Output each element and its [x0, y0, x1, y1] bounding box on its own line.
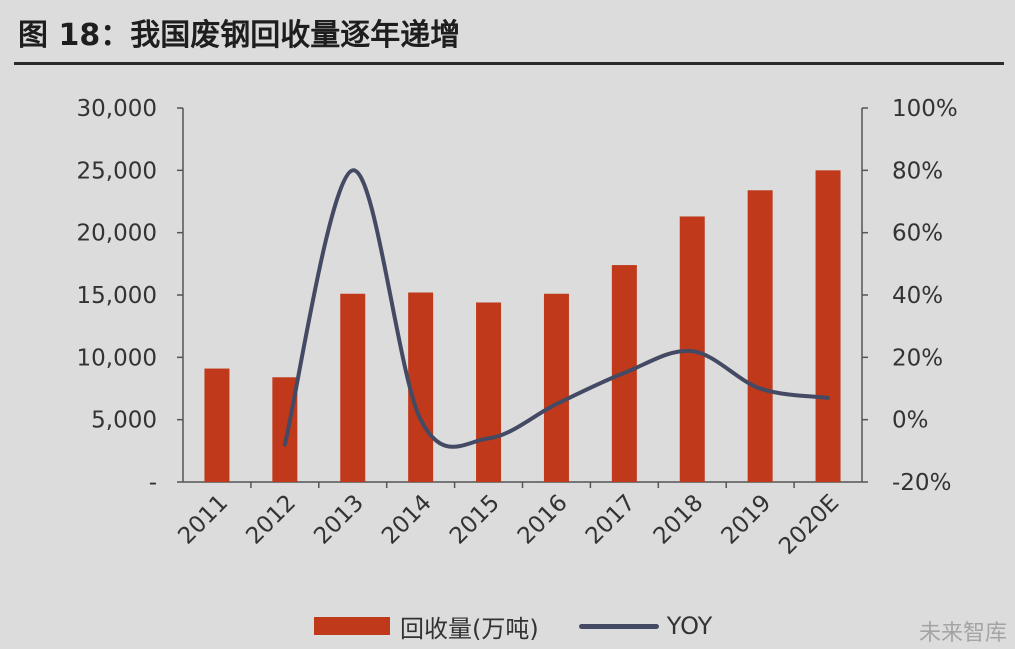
yoy-line	[282, 168, 831, 449]
x-tick-label: 2019	[717, 490, 777, 550]
bar	[815, 170, 841, 483]
x-tick-label: 2014	[377, 490, 437, 550]
y-left-tick-label: 5,000	[91, 408, 157, 434]
bar	[340, 293, 366, 482]
y-left-tick-label: 10,000	[77, 345, 157, 371]
x-tick-label: 2020E	[774, 490, 844, 560]
legend-swatch-line	[578, 623, 659, 629]
bar	[543, 293, 569, 482]
x-tick-label: 2015	[445, 490, 505, 550]
y-left-tick-label: 20,000	[77, 221, 157, 247]
chart-legend: 回收量(万吨) YOY	[314, 606, 712, 646]
legend-swatch-bar	[314, 617, 390, 635]
y-right-tick-label: 20%	[892, 345, 943, 371]
title-divider	[14, 62, 1004, 65]
y-right-tick-label: 40%	[892, 283, 943, 309]
y-right-tick-label: 80%	[892, 158, 943, 184]
y-left-tick-label: -	[149, 470, 157, 496]
y-left-tick-label: 30,000	[77, 96, 157, 122]
y-right-tick-label: 60%	[892, 221, 943, 247]
x-tick-label: 2012	[241, 490, 301, 550]
x-tick-label: 2011	[173, 490, 233, 550]
chart-title: 图 18：我国废钢回收量逐年递增	[18, 18, 461, 53]
legend-label-bar: 回收量(万吨)	[400, 614, 539, 643]
bar	[204, 368, 230, 482]
x-tick-label: 2018	[649, 490, 709, 550]
bar	[408, 292, 434, 482]
y-left-tick-label: 15,000	[77, 283, 157, 309]
y-right-tick-label: 0%	[892, 408, 929, 434]
y-right-tick-label: -20%	[892, 470, 951, 496]
bar	[747, 190, 773, 482]
y-right-tick-label: 100%	[892, 96, 958, 122]
y-left-tick-label: 25,000	[77, 158, 157, 184]
x-tick-label: 2017	[581, 490, 641, 550]
x-tick-label: 2013	[309, 490, 369, 550]
legend-label-line: YOY	[666, 612, 713, 640]
watermark: 未来智库	[918, 621, 1007, 646]
x-tick-label: 2016	[513, 490, 573, 550]
bar	[476, 302, 502, 482]
